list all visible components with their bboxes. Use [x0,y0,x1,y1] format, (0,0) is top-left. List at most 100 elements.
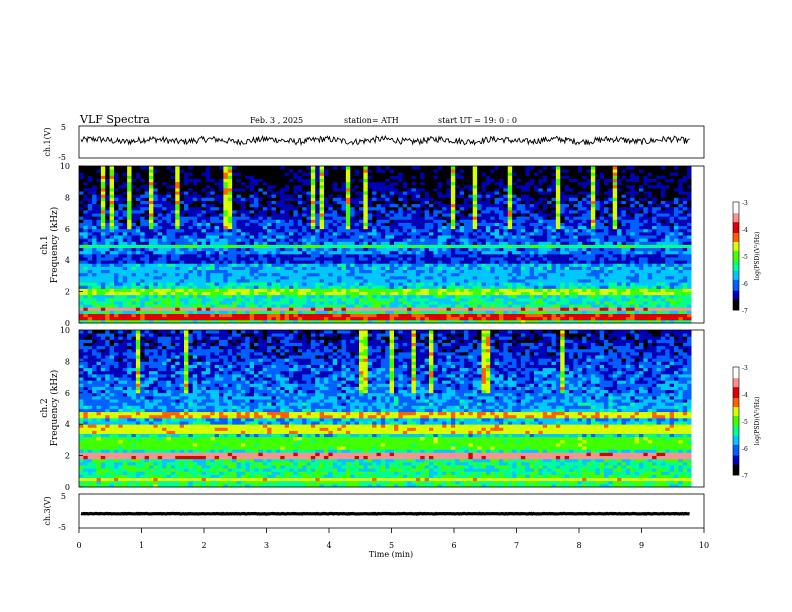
spectrogram-cell [214,253,220,258]
spectrogram-cell [450,291,456,296]
spectrogram-cell [175,269,181,274]
spectrogram-cell [92,244,97,249]
spectrogram-cell [420,194,426,198]
spectrogram-cell [350,184,356,189]
spectrogram-cell [162,209,167,214]
spectrogram-cell [275,181,281,186]
spectrogram-cell [363,169,369,173]
spectrogram-cell [214,213,220,217]
spectrogram-cell [249,231,255,236]
spectrogram-cell [157,275,163,280]
spectrogram-cell [455,228,461,233]
spectrogram-cell [402,238,408,242]
spectrogram-cell [157,285,163,289]
spectrogram-cell [227,175,233,179]
spectrogram-cell [363,316,369,321]
spectrogram-cell [455,197,461,201]
spectrogram-cell [254,282,259,286]
spectrogram-cell [223,213,229,217]
spectrogram-cell [140,200,146,205]
spectrogram-cell [337,216,342,220]
spectrogram-cell [297,228,303,233]
spectrogram-cell [450,172,456,176]
spectrogram-cell [402,297,408,302]
spectrogram-cell [223,194,229,198]
spectrogram-cell [275,178,281,183]
spectrogram-cell [83,181,89,186]
spectrogram-cell [284,222,290,227]
spectrogram-cell [210,203,216,208]
spectrogram-cell [92,228,97,233]
spectrogram-cell [254,244,259,249]
spectrogram-cell [415,213,421,217]
spectrogram-cell [507,197,513,201]
spectrogram-cell [210,244,216,249]
spectrogram-cell [179,175,185,179]
spectrogram-cell [485,260,491,264]
spectrogram-cell [219,297,224,302]
spectrogram-cell [157,191,163,195]
spectrogram-cell [140,275,146,280]
spectrogram-cell [170,257,176,261]
spectrogram-cell [429,241,434,245]
spectrogram-cell [131,307,137,311]
spectrogram-cell [332,304,338,308]
spectrogram-cell [507,253,513,258]
spectrogram-cell [350,282,356,286]
spectrogram-cell [324,247,329,252]
spectrogram-cell [79,191,84,195]
spectrogram-cell [297,219,303,223]
spectrogram-cell [227,272,233,277]
spectrogram-cell [354,206,360,211]
spectrogram-cell [100,266,106,271]
spectrogram-cell [433,279,439,283]
spectrogram-cell [512,313,517,318]
spectrogram-cell [184,228,189,233]
spectrogram-cell [170,184,176,189]
spectrogram-cell [407,319,412,324]
spectrogram-cell [503,260,509,264]
spectrogram-cell [83,253,89,258]
spectrogram-cell [389,194,395,198]
spectrogram-cell [494,294,500,299]
spectrogram-cell [149,206,154,211]
spectrogram-cell [157,169,163,173]
spectrogram-cell [149,209,154,214]
spectrogram-cell [464,184,469,189]
spectrogram-cell [105,291,111,296]
spectrogram-cell [297,187,303,192]
spectrogram-cell [442,181,447,186]
spectrogram-cell [324,316,329,321]
spectrogram-cell [420,241,426,245]
spectrogram-cell [415,209,421,214]
spectrogram-cell [310,304,316,308]
spectrogram-cell [359,206,364,211]
spectrogram-cell [192,260,198,264]
spectrogram-cell [450,203,456,208]
spectrogram-cell [262,197,268,201]
spectrogram-cell [254,288,259,292]
spectrogram-cell [385,288,391,292]
spectrogram-cell [192,238,198,242]
spectrogram-cell [328,181,334,186]
spectrogram-cell [376,175,382,179]
spectrogram-cell [363,279,369,283]
spectrogram-cell [490,316,496,321]
spectrogram-cell [429,231,434,236]
spectrogram-cell [332,191,338,195]
spectrogram-cell [267,222,272,227]
spectrogram-cell [380,260,386,264]
spectrogram-cell [214,187,220,192]
spectrogram-cell [341,304,347,308]
spectrogram-cell [280,222,286,227]
spectrogram-cell [249,260,255,264]
spectrogram-cell [345,304,351,308]
spectrogram-cell [140,203,146,208]
spectrogram-cell [315,169,321,173]
spectrogram-cell [494,187,500,192]
spectrogram-cell [109,225,115,230]
spectrogram-cell [407,279,412,283]
spectrogram-cell [118,279,124,283]
spectrogram-cell [468,216,474,220]
spectrogram-cell [170,288,176,292]
